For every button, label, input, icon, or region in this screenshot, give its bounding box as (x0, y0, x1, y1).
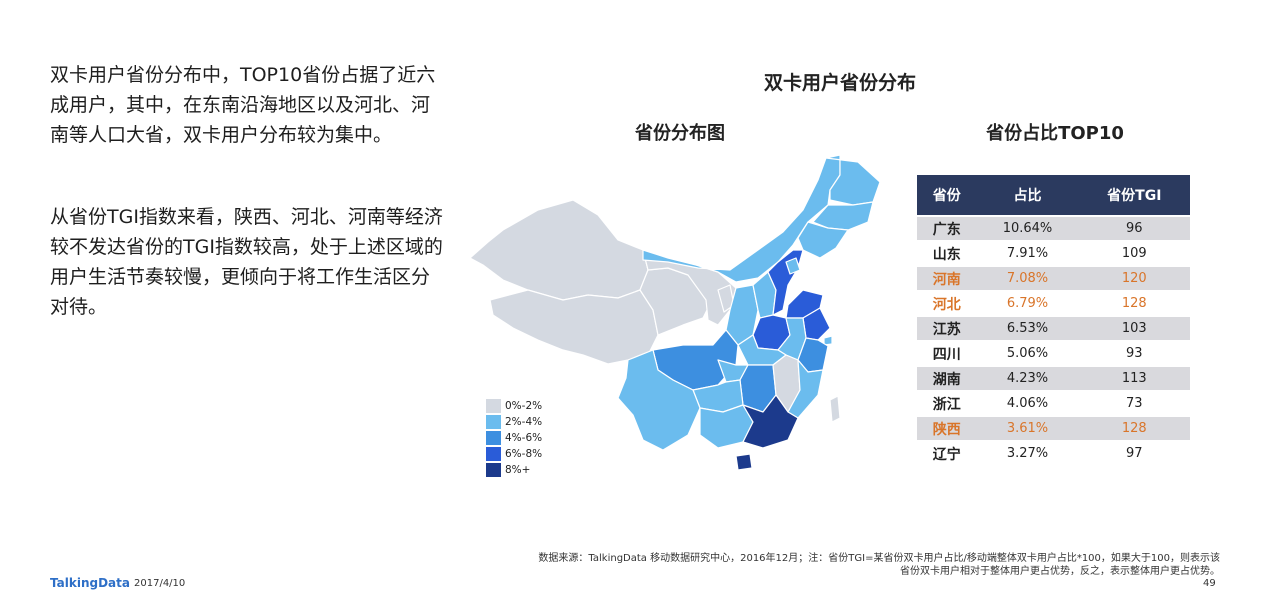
table-row: 江苏 6.53% 103 (917, 317, 1190, 340)
table-row: 陕西 3.61% 128 (917, 417, 1190, 440)
region-fujian (787, 359, 824, 419)
source-footnote: 数据来源：TalkingData 移动数据研究中心，2016年12月；注：省份T… (480, 552, 1220, 578)
region-heilongjiang (825, 154, 881, 206)
cell-share: 7.91% (1006, 246, 1049, 261)
summary-paragraph-1: 双卡用户省份分布中，TOP10省份占据了近六成用户，其中，在东南沿海地区以及河北… (50, 64, 436, 146)
cell-share: 4.06% (1006, 396, 1049, 411)
brand-logo: TalkingData (50, 576, 130, 590)
footnote-line-2: 省份双卡用户相对于整体用户更占优势，反之，表示整体用户更占优势。 (900, 566, 1220, 577)
table-row: 河北 6.79% 128 (917, 292, 1190, 315)
cell-share: 6.53% (976, 317, 1079, 340)
region-xinjiang (469, 199, 649, 301)
legend-swatch (486, 415, 501, 429)
cell-tgi: 113 (1078, 367, 1190, 390)
legend-label: 2%-4% (505, 416, 543, 428)
region-taiwan (829, 395, 841, 423)
table-row: 广东 10.64% 96 (917, 217, 1190, 240)
cell-share: 7.08% (976, 267, 1079, 290)
legend-label: 0%-2% (505, 400, 543, 412)
cell-tgi: 109 (1121, 246, 1147, 261)
cell-province: 陕西 (917, 417, 977, 440)
legend-swatch (486, 399, 501, 413)
header-share: 占比 (976, 175, 1079, 215)
region-liaoning (797, 221, 849, 259)
cell-share: 10.64% (976, 217, 1079, 240)
region-hainan (735, 453, 753, 471)
legend-item: 4%-6% (486, 430, 542, 446)
cell-tgi: 93 (1126, 346, 1143, 361)
legend-label: 6%-8% (505, 448, 543, 460)
page-number: 49 (1203, 578, 1216, 589)
region-guangdong (742, 394, 799, 449)
table-row: 河南 7.08% 120 (917, 267, 1190, 290)
legend-swatch (486, 431, 501, 445)
legend-swatch (486, 463, 501, 477)
region-yunnan (617, 349, 701, 451)
legend-label: 8%+ (505, 464, 531, 476)
cell-tgi: 128 (1121, 296, 1147, 311)
cell-province: 辽宁 (932, 446, 961, 463)
cell-share: 3.61% (976, 417, 1079, 440)
cell-province: 河南 (917, 267, 977, 290)
china-province-map (469, 154, 881, 471)
header-tgi: 省份TGI (1078, 175, 1190, 215)
legend-item: 8%+ (486, 462, 542, 478)
cell-province: 湖南 (917, 367, 977, 390)
table-header-row: 省份 占比 省份TGI (917, 175, 1190, 215)
cell-share: 4.23% (976, 367, 1079, 390)
table-row: 山东 7.91% 109 (917, 242, 1190, 265)
table-title: 省份占比TOP10 (986, 123, 1124, 144)
cell-province: 四川 (932, 346, 961, 363)
region-shanghai (823, 335, 833, 346)
legend-swatch (486, 447, 501, 461)
cell-province: 浙江 (932, 396, 961, 413)
region-inner-mongolia (642, 154, 841, 283)
cell-province: 河北 (932, 296, 961, 313)
legend-item: 6%-8% (486, 446, 542, 462)
region-tibet (489, 289, 659, 365)
footnote-line-1: 数据来源：TalkingData 移动数据研究中心，2016年12月；注：省份T… (538, 553, 1220, 564)
table-row: 湖南 4.23% 113 (917, 367, 1190, 390)
legend-label: 4%-6% (505, 432, 543, 444)
cell-share: 6.79% (1006, 296, 1049, 311)
table-row: 四川 5.06% 93 (917, 342, 1190, 365)
report-date: 2017/4/10 (134, 578, 186, 589)
cell-province: 山东 (932, 246, 961, 263)
header-province: 省份 (917, 175, 977, 215)
cell-tgi: 96 (1078, 217, 1190, 240)
table-row: 辽宁 3.27% 97 (917, 442, 1190, 465)
cell-share: 3.27% (1006, 446, 1049, 461)
map-title: 省份分布图 (635, 123, 725, 144)
top10-table: 省份 占比 省份TGI 广东 10.64% 96 山东 7.91% 109 河南… (917, 173, 1190, 467)
cell-share: 5.06% (1006, 346, 1049, 361)
cell-tgi: 128 (1078, 417, 1190, 440)
cell-province: 广东 (917, 217, 977, 240)
summary-paragraph-2: 从省份TGI指数来看，陕西、河北、河南等经济较不发达省份的TGI指数较高，处于上… (50, 206, 443, 318)
legend-item: 0%-2% (486, 398, 542, 414)
cell-tgi: 97 (1126, 446, 1143, 461)
chart-title: 双卡用户省份分布 (763, 72, 916, 94)
cell-tgi: 73 (1126, 396, 1143, 411)
region-jilin (812, 201, 874, 231)
map-legend: 0%-2% 2%-4% 4%-6% 6%-8% 8%+ (486, 398, 542, 478)
cell-tgi: 103 (1078, 317, 1190, 340)
legend-item: 2%-4% (486, 414, 542, 430)
table-row: 浙江 4.06% 73 (917, 392, 1190, 415)
cell-province: 江苏 (917, 317, 977, 340)
cell-tgi: 120 (1078, 267, 1190, 290)
region-beijing-tianjin (785, 257, 801, 275)
